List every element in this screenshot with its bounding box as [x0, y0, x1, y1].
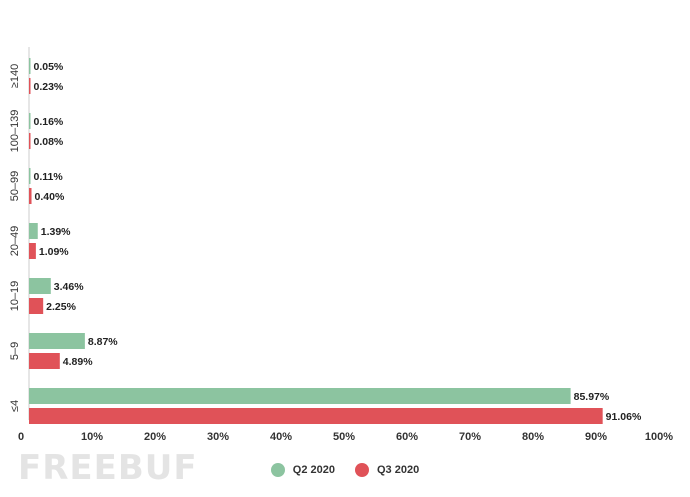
x-tick-label: 90%	[585, 431, 607, 443]
category-label: 100–139	[9, 110, 21, 153]
data-label: 0.16%	[34, 116, 64, 128]
x-tick-label: 30%	[207, 431, 229, 443]
freebuf-watermark: FREEBUF	[18, 448, 198, 488]
legend-item-q3[interactable]: Q3 2020	[355, 463, 419, 477]
bar-q3[interactable]	[29, 408, 603, 424]
x-tick-label: 10%	[81, 431, 103, 443]
data-label: 3.46%	[54, 281, 84, 293]
bar-q3[interactable]	[29, 188, 32, 204]
data-label: 0.40%	[35, 191, 65, 203]
bar-q2[interactable]	[29, 388, 571, 404]
data-label: 8.87%	[88, 336, 118, 348]
data-label: 4.89%	[63, 356, 93, 368]
bar-q2[interactable]	[29, 223, 38, 239]
x-tick-label: 50%	[333, 431, 355, 443]
bar-q3[interactable]	[29, 243, 36, 259]
x-tick-label: 100%	[645, 431, 673, 443]
bar-q3[interactable]	[29, 353, 60, 369]
legend-label-q2: Q2 2020	[292, 464, 335, 476]
bar-q2[interactable]	[29, 168, 31, 184]
data-label: 2.25%	[46, 301, 76, 313]
bar-q3[interactable]	[29, 78, 31, 94]
data-label: 85.97%	[574, 391, 610, 403]
data-label: 0.05%	[34, 61, 64, 73]
x-tick-label: 60%	[396, 431, 418, 443]
category-label: 50–99	[9, 171, 21, 202]
legend: Q2 2020 Q3 2020	[0, 463, 690, 477]
bar-q2[interactable]	[29, 278, 51, 294]
bar-q3[interactable]	[29, 133, 31, 149]
legend-swatch-q2	[270, 463, 285, 477]
category-label: ≥140	[9, 64, 21, 88]
bar-q2[interactable]	[29, 333, 85, 349]
category-label: 20–49	[9, 226, 21, 257]
x-tick-label: 70%	[459, 431, 481, 443]
bar-q2[interactable]	[29, 58, 31, 74]
legend-swatch-q3	[355, 463, 369, 477]
data-label: 1.39%	[41, 226, 71, 238]
legend-item-q2[interactable]: Q2 2020	[270, 463, 335, 477]
data-label: 1.09%	[39, 246, 69, 258]
x-tick-label: 20%	[144, 431, 166, 443]
bar-q2[interactable]	[29, 113, 31, 129]
x-tick-label: 0	[18, 431, 24, 443]
x-tick-label: 40%	[270, 431, 292, 443]
data-label: 0.23%	[34, 81, 64, 93]
bar-q3[interactable]	[29, 298, 44, 314]
data-label: 0.11%	[34, 171, 64, 183]
category-label: ≤4	[9, 400, 21, 412]
category-label: 10–19	[9, 281, 21, 312]
x-tick-label: 80%	[522, 431, 544, 443]
category-label: 5–9	[9, 342, 21, 360]
data-label: 91.06%	[606, 411, 642, 423]
data-label: 0.08%	[34, 136, 64, 148]
legend-label-q3: Q3 2020	[377, 464, 420, 476]
